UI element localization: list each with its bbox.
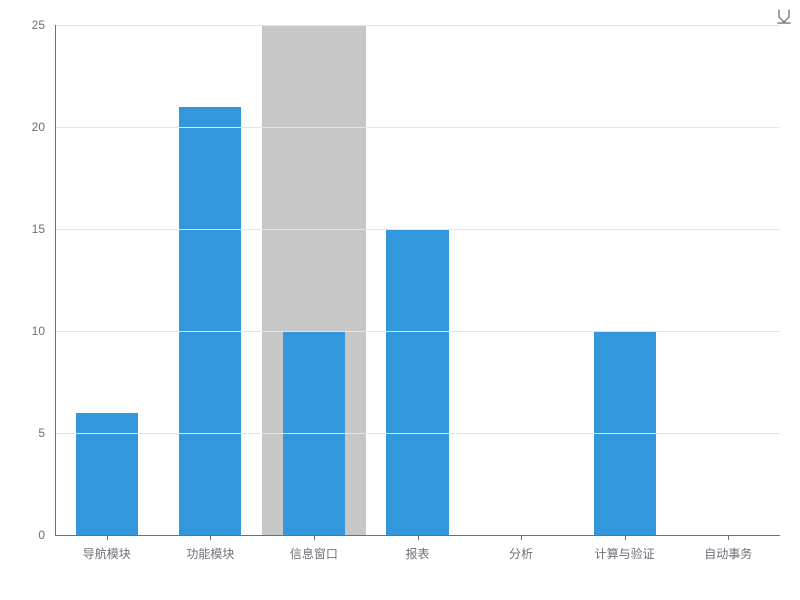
x-tick: [418, 535, 419, 540]
bar[interactable]: [179, 107, 241, 535]
download-icon[interactable]: [776, 8, 792, 24]
y-axis-line: [55, 25, 56, 535]
x-tick-label: 导航模块: [83, 545, 131, 562]
gridline: [55, 25, 780, 26]
y-tick-label: 10: [0, 324, 45, 338]
gridline: [55, 433, 780, 434]
x-tick: [625, 535, 626, 540]
y-tick-label: 20: [0, 120, 45, 134]
x-tick-label: 自动事务: [704, 545, 752, 562]
bar-chart: 0 5 10 15 20 25 导航模块 功能模块 信息窗口 报表 分析 计算与验证 自动事务: [0, 0, 800, 600]
gridline: [55, 229, 780, 230]
x-tick-label: 报表: [405, 545, 429, 562]
x-tick-label: 信息窗口: [290, 545, 338, 562]
x-tick: [521, 535, 522, 540]
gridline: [55, 331, 780, 332]
x-tick-label: 分析: [509, 545, 533, 562]
x-tick: [728, 535, 729, 540]
bar[interactable]: [76, 413, 138, 535]
x-tick: [210, 535, 211, 540]
x-tick: [107, 535, 108, 540]
y-tick-label: 5: [0, 426, 45, 440]
x-tick: [314, 535, 315, 540]
y-tick-label: 25: [0, 18, 45, 32]
y-tick-label: 0: [0, 528, 45, 542]
plot-area: [55, 25, 780, 535]
x-tick-label: 功能模块: [186, 545, 234, 562]
bar[interactable]: [386, 229, 448, 535]
x-tick-label: 计算与验证: [595, 545, 655, 562]
gridline: [55, 127, 780, 128]
y-tick-label: 15: [0, 222, 45, 236]
